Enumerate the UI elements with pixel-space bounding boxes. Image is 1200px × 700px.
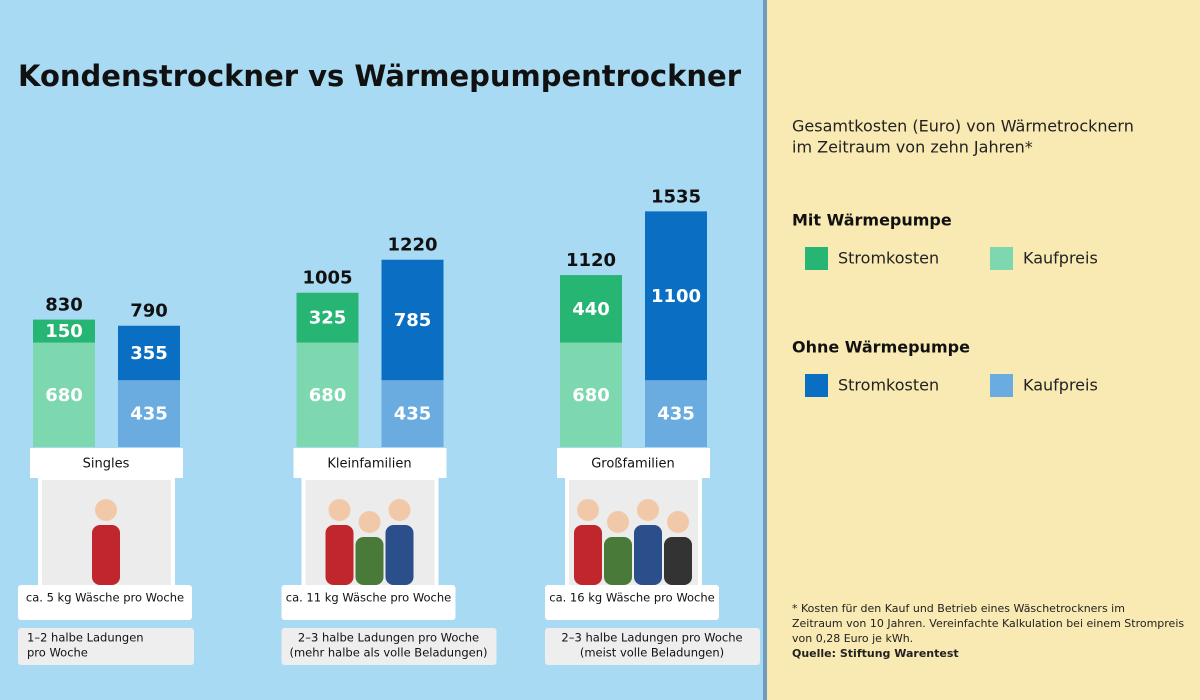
person-head: [637, 499, 659, 521]
loads-label: (mehr halbe als volle Beladungen): [289, 646, 487, 660]
total-label: 1005: [302, 268, 352, 289]
person-head: [607, 511, 629, 533]
category-box: [30, 448, 183, 478]
footnote: von 0,28 Euro je kWh.: [792, 632, 913, 645]
total-label: 1535: [651, 186, 701, 207]
person-head: [388, 499, 411, 521]
loads-label: (meist volle Beladungen): [580, 646, 724, 660]
loads-label: 2–3 halbe Ladungen pro Woche: [561, 631, 742, 645]
bar-segment: [381, 259, 444, 381]
info-box: [18, 628, 194, 665]
legend-title: Gesamtkosten (Euro) von Wärmetrocknern: [792, 117, 1134, 136]
bar-segment: [560, 342, 622, 447]
person-body: [385, 525, 414, 585]
legend-swatch: [990, 247, 1013, 270]
bar-segment: [645, 211, 707, 381]
person-body: [92, 525, 120, 585]
value-label: 680: [572, 385, 610, 406]
footnote: Zeitraum von 10 Jahren. Vereinfachte Kal…: [792, 617, 1184, 630]
person-body: [634, 525, 662, 585]
legend-swatch: [805, 374, 828, 397]
legend-label: Kaufpreis: [1023, 249, 1098, 268]
bar-segment: [118, 380, 180, 447]
category-label: Singles: [83, 457, 130, 472]
legend-swatch: [990, 374, 1013, 397]
category-label: Kleinfamilien: [327, 457, 411, 472]
person-head: [95, 499, 117, 521]
legend-label: Kaufpreis: [1023, 376, 1098, 395]
laundry-label: ca. 5 kg Wäsche pro Woche: [26, 591, 184, 605]
loads-label: 2–3 halbe Ladungen pro Woche: [298, 631, 479, 645]
bar-segment: [560, 275, 622, 343]
loads-label: 1–2 halbe Ladungen: [27, 631, 144, 645]
value-label: 785: [394, 310, 432, 331]
value-label: 440: [572, 299, 610, 320]
total-label: 830: [45, 295, 83, 316]
value-label: 680: [45, 385, 83, 406]
legend-label: Stromkosten: [838, 249, 939, 268]
laundry-label: ca. 16 kg Wäsche pro Woche: [549, 591, 715, 605]
total-label: 790: [130, 301, 168, 322]
person-body: [604, 537, 632, 585]
person-head: [577, 499, 599, 521]
person-body: [574, 525, 602, 585]
total-label: 1220: [387, 235, 437, 256]
bar-segment: [118, 325, 180, 381]
loads-label: pro Woche: [27, 646, 88, 660]
value-label: 1100: [651, 286, 701, 307]
info-box: [545, 585, 719, 620]
info-box: [545, 628, 760, 665]
legend-label: Stromkosten: [838, 376, 939, 395]
bar-segment: [33, 319, 95, 343]
value-label: 150: [45, 321, 83, 342]
legend-group: Mit Wärmepumpe: [792, 211, 952, 230]
laundry-label: ca. 11 kg Wäsche pro Woche: [286, 591, 452, 605]
right-panel: [767, 0, 1200, 700]
legend-group: Ohne Wärmepumpe: [792, 338, 970, 357]
category-box: [557, 448, 710, 478]
person-head: [667, 511, 689, 533]
bar-segment: [645, 380, 707, 447]
divider: [763, 0, 767, 700]
bar-segment: [296, 292, 359, 343]
value-label: 435: [657, 404, 695, 425]
bar-segment: [33, 342, 95, 447]
person-head: [328, 499, 351, 521]
value-label: 435: [130, 404, 168, 425]
category-box: [293, 448, 447, 478]
legend-title: im Zeitraum von zehn Jahren*: [792, 138, 1033, 157]
info-box: [18, 585, 192, 620]
bar-segment: [296, 342, 359, 447]
footnote: * Kosten für den Kauf und Betrieb eines …: [792, 602, 1125, 615]
legend-swatch: [805, 247, 828, 270]
person-head: [358, 511, 381, 533]
total-label: 1120: [566, 250, 616, 271]
value-label: 355: [130, 343, 168, 364]
person-body: [355, 537, 384, 585]
category-label: Großfamilien: [591, 457, 675, 472]
bar-segment: [381, 380, 444, 447]
chart-title: Kondenstrockner vs Wärmepumpentrockner: [18, 59, 742, 93]
value-label: 325: [309, 308, 347, 329]
source: Quelle: Stiftung Warentest: [792, 647, 959, 660]
info-box: [281, 585, 456, 620]
person-body: [664, 537, 692, 585]
value-label: 680: [309, 385, 347, 406]
value-label: 435: [394, 404, 432, 425]
person-body: [325, 525, 354, 585]
info-box: [281, 628, 497, 665]
